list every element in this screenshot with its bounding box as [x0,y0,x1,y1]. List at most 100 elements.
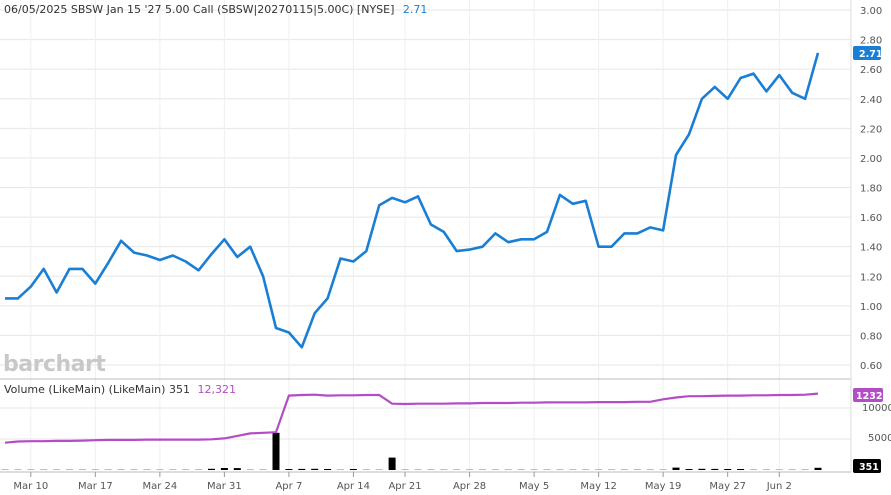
price-tick-label: 0.80 [860,331,882,342]
likemain-line [4,392,819,444]
volume-bar [633,469,641,470]
volume-bar [195,469,203,470]
volume-bar [672,467,680,470]
date-x-axis: Mar 10 Mar 17 Mar 24 Mar 31 Apr 7 Apr 14 Apr 2… [13,472,792,492]
volume-bar [156,469,164,470]
barchart-logo: barchart [3,352,106,377]
header-last-value: 2.71 [403,3,428,16]
volume-bar [311,468,319,470]
like-badge: 12321 [853,388,889,402]
volume-bar [427,469,435,470]
volume-bar [285,469,293,470]
volume-bar [788,469,796,470]
price-tick-label: 1.20 [860,272,882,283]
date-tick-label: May 27 [709,481,746,492]
volume-bar [78,469,86,470]
price-y-axis: 3.00 2.80 2.60 2.40 2.20 2.00 1.80 1.60 1.40 1.20… [860,6,882,372]
volume-bar [233,468,241,470]
volume-bar [620,469,628,470]
volume-bar [130,469,138,470]
price-tick-label: 2.60 [860,65,882,76]
date-tick-label: Apr 14 [337,481,370,492]
date-tick-label: Mar 31 [207,481,242,492]
volume-bar [388,457,396,470]
date-tick-label: Apr 28 [453,481,486,492]
volume-bar [337,469,344,470]
volume-bar [401,469,409,470]
volume-bar [117,469,125,470]
date-tick-label: Apr 21 [388,481,421,492]
volume-badge: 351 [853,459,881,473]
volume-bar [362,469,370,470]
volume-bar [40,469,48,470]
date-tick-label: Mar 17 [78,481,113,492]
volume-y-axis: 10000 5000 [862,403,891,444]
volume-bar [324,469,332,470]
like-value: 12,321 [197,383,236,396]
volume-bar [298,468,306,470]
price-tick-label: 1.00 [860,302,882,313]
volume-bar [479,469,486,470]
volume-bar [775,469,783,470]
volume-bar [259,469,267,470]
volume-bar [762,469,770,470]
volume-bar [517,469,525,470]
volume-bar [66,469,73,470]
price-tick-label: 2.40 [860,95,882,106]
price-badge: 2.71 [853,46,882,60]
date-tick-label: May 12 [580,481,617,492]
price-tick-label: 2.80 [860,36,882,47]
volume-bar [1,469,9,470]
volume-bar [143,469,151,470]
volume-bar [182,469,190,470]
price-tick-label: 1.40 [860,243,882,254]
volume-badge-label: 351 [859,462,879,473]
volume-bar [440,469,448,470]
volume-bar [685,469,693,470]
volume-gridlines [0,407,851,440]
price-tick-label: 2.20 [860,124,882,135]
date-tick-label: Mar 10 [13,481,48,492]
volume-bar [608,469,615,470]
volume-bar [414,469,422,470]
volume-bar [91,469,99,470]
volume-bar [53,469,61,470]
like-badge-label: 12321 [856,391,889,402]
volume-bar [349,469,357,470]
price-tick-label: 3.00 [860,6,882,17]
volume-bar [750,469,757,470]
price-tick-label: 0.60 [860,361,882,372]
price-line [5,52,820,349]
volume-bar [453,469,461,470]
volume-bar [569,469,577,470]
volume-bar [246,469,254,470]
volume-bar [814,467,822,470]
volume-bar [543,469,551,470]
volume-bar [646,469,654,470]
volume-header: Volume (LikeMain) (LikeMain) 351 12,321 [4,383,236,396]
volume-bar [104,469,112,470]
date-tick-label: Apr 7 [275,481,302,492]
volume-bar [530,469,538,470]
chart-header: 06/05/2025 SBSW Jan 15 '27 5.00 Call (SB… [4,3,427,16]
volume-bar [595,469,603,470]
volume-bar [711,468,719,470]
volume-bar [504,469,512,470]
volume-bar [698,468,706,470]
volume-bar [737,469,745,470]
volume-tick-label: 10000 [862,403,891,414]
volume-bar [375,469,383,470]
volume-bar [208,468,215,470]
price-tick-label: 1.60 [860,213,882,224]
volume-bar [220,468,228,470]
volume-bar [14,469,22,470]
volume-bar [556,469,564,470]
volume-bars [1,432,822,470]
volume-bar [272,432,280,470]
symbol-title: 06/05/2025 SBSW Jan 15 '27 5.00 Call (SB… [4,3,394,16]
volume-bar [659,469,667,470]
date-tick-label: May 5 [519,481,549,492]
volume-bar [466,469,474,470]
volume-bar [27,469,35,470]
